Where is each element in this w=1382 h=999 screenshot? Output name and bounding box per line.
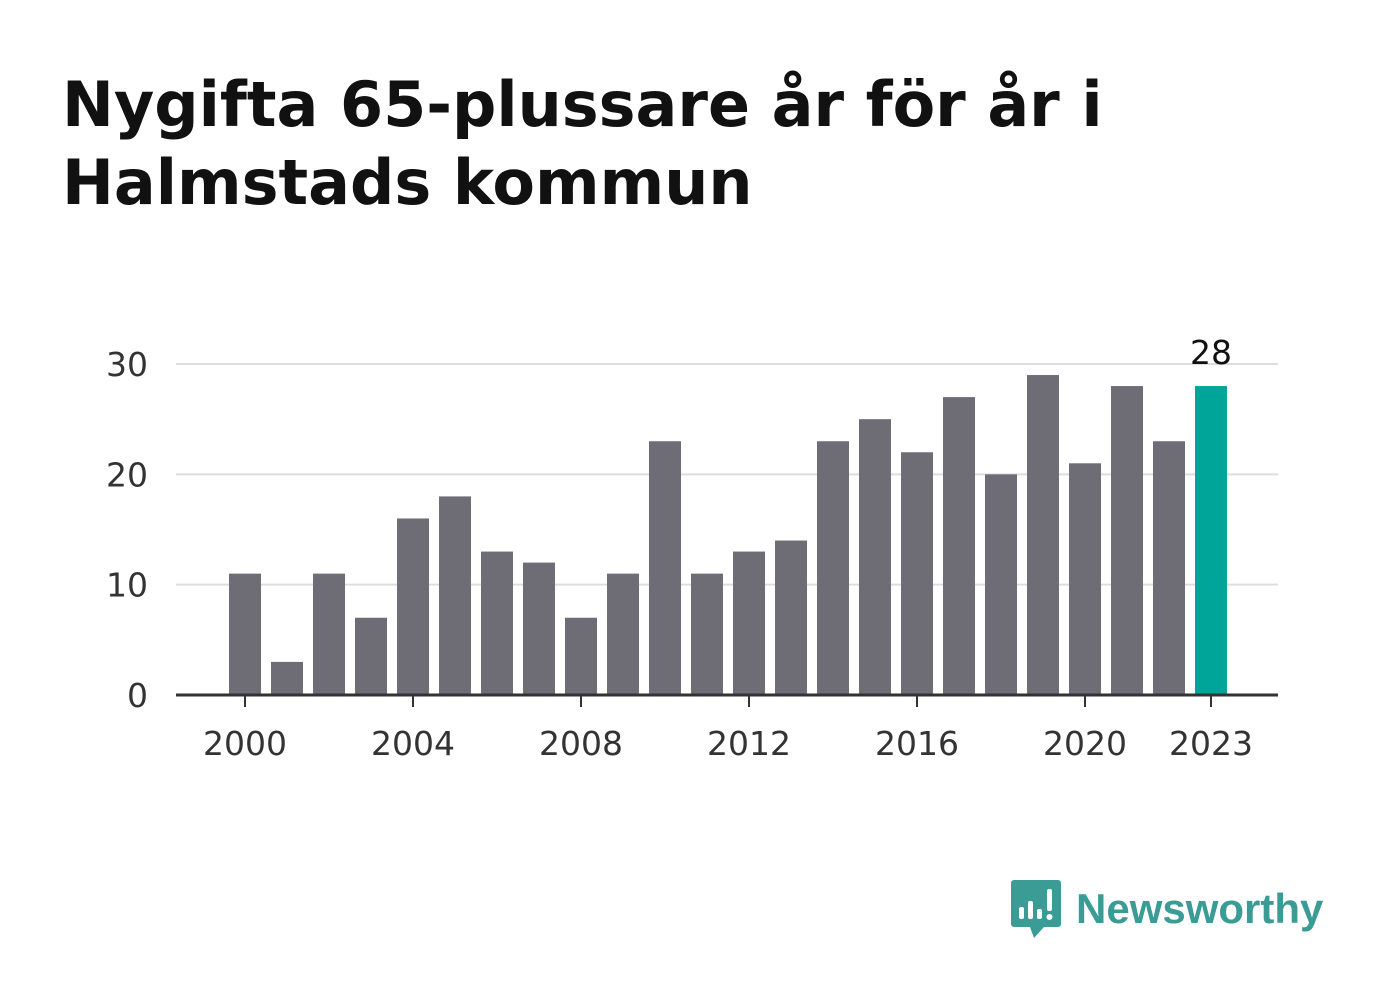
bar bbox=[1111, 386, 1143, 695]
bar-highlight bbox=[1195, 386, 1227, 695]
axes bbox=[176, 693, 1278, 707]
y-tick-label: 20 bbox=[106, 455, 148, 494]
bar bbox=[1153, 441, 1185, 695]
bar bbox=[985, 474, 1017, 695]
y-tick-label: 0 bbox=[127, 676, 148, 715]
bar bbox=[355, 617, 387, 695]
x-tick-label: 2020 bbox=[1043, 724, 1127, 763]
x-tick-label: 2008 bbox=[539, 724, 623, 763]
y-tick-label: 30 bbox=[106, 345, 148, 384]
bar bbox=[229, 573, 261, 695]
bar bbox=[439, 496, 471, 695]
bar bbox=[523, 562, 555, 695]
x-tick-label: 2023 bbox=[1169, 724, 1253, 763]
bar bbox=[1027, 375, 1059, 695]
brand-name: Newsworthy bbox=[1076, 885, 1324, 932]
bar bbox=[859, 419, 891, 695]
chart-title: Nygifta 65-plussare år för år i Halmstad… bbox=[62, 68, 1103, 219]
bar bbox=[397, 518, 429, 695]
labels: 0 10 20 30 28 2000 2004 2008 2012 2016 2020 2023 bbox=[106, 333, 1253, 763]
bar bbox=[775, 540, 807, 695]
bar bbox=[691, 573, 723, 695]
bar bbox=[607, 573, 639, 695]
bar bbox=[1069, 463, 1101, 695]
bar bbox=[901, 452, 933, 695]
bar bbox=[271, 661, 303, 695]
newsworthy-logo-icon bbox=[1011, 880, 1061, 938]
bar bbox=[943, 397, 975, 695]
bar bbox=[481, 551, 513, 695]
brand-logo: Newsworthy bbox=[1010, 876, 1323, 942]
bars bbox=[229, 375, 1227, 695]
x-tick-label: 2000 bbox=[203, 724, 287, 763]
x-tick-label: 2016 bbox=[875, 724, 959, 763]
bar bbox=[649, 441, 681, 695]
x-tick-label: 2012 bbox=[707, 724, 791, 763]
bar bbox=[565, 617, 597, 695]
bar bbox=[817, 441, 849, 695]
data-label: 28 bbox=[1190, 333, 1232, 372]
x-tick-label: 2004 bbox=[371, 724, 455, 763]
bar bbox=[313, 573, 345, 695]
y-tick-label: 10 bbox=[106, 566, 148, 605]
bar bbox=[733, 551, 765, 695]
